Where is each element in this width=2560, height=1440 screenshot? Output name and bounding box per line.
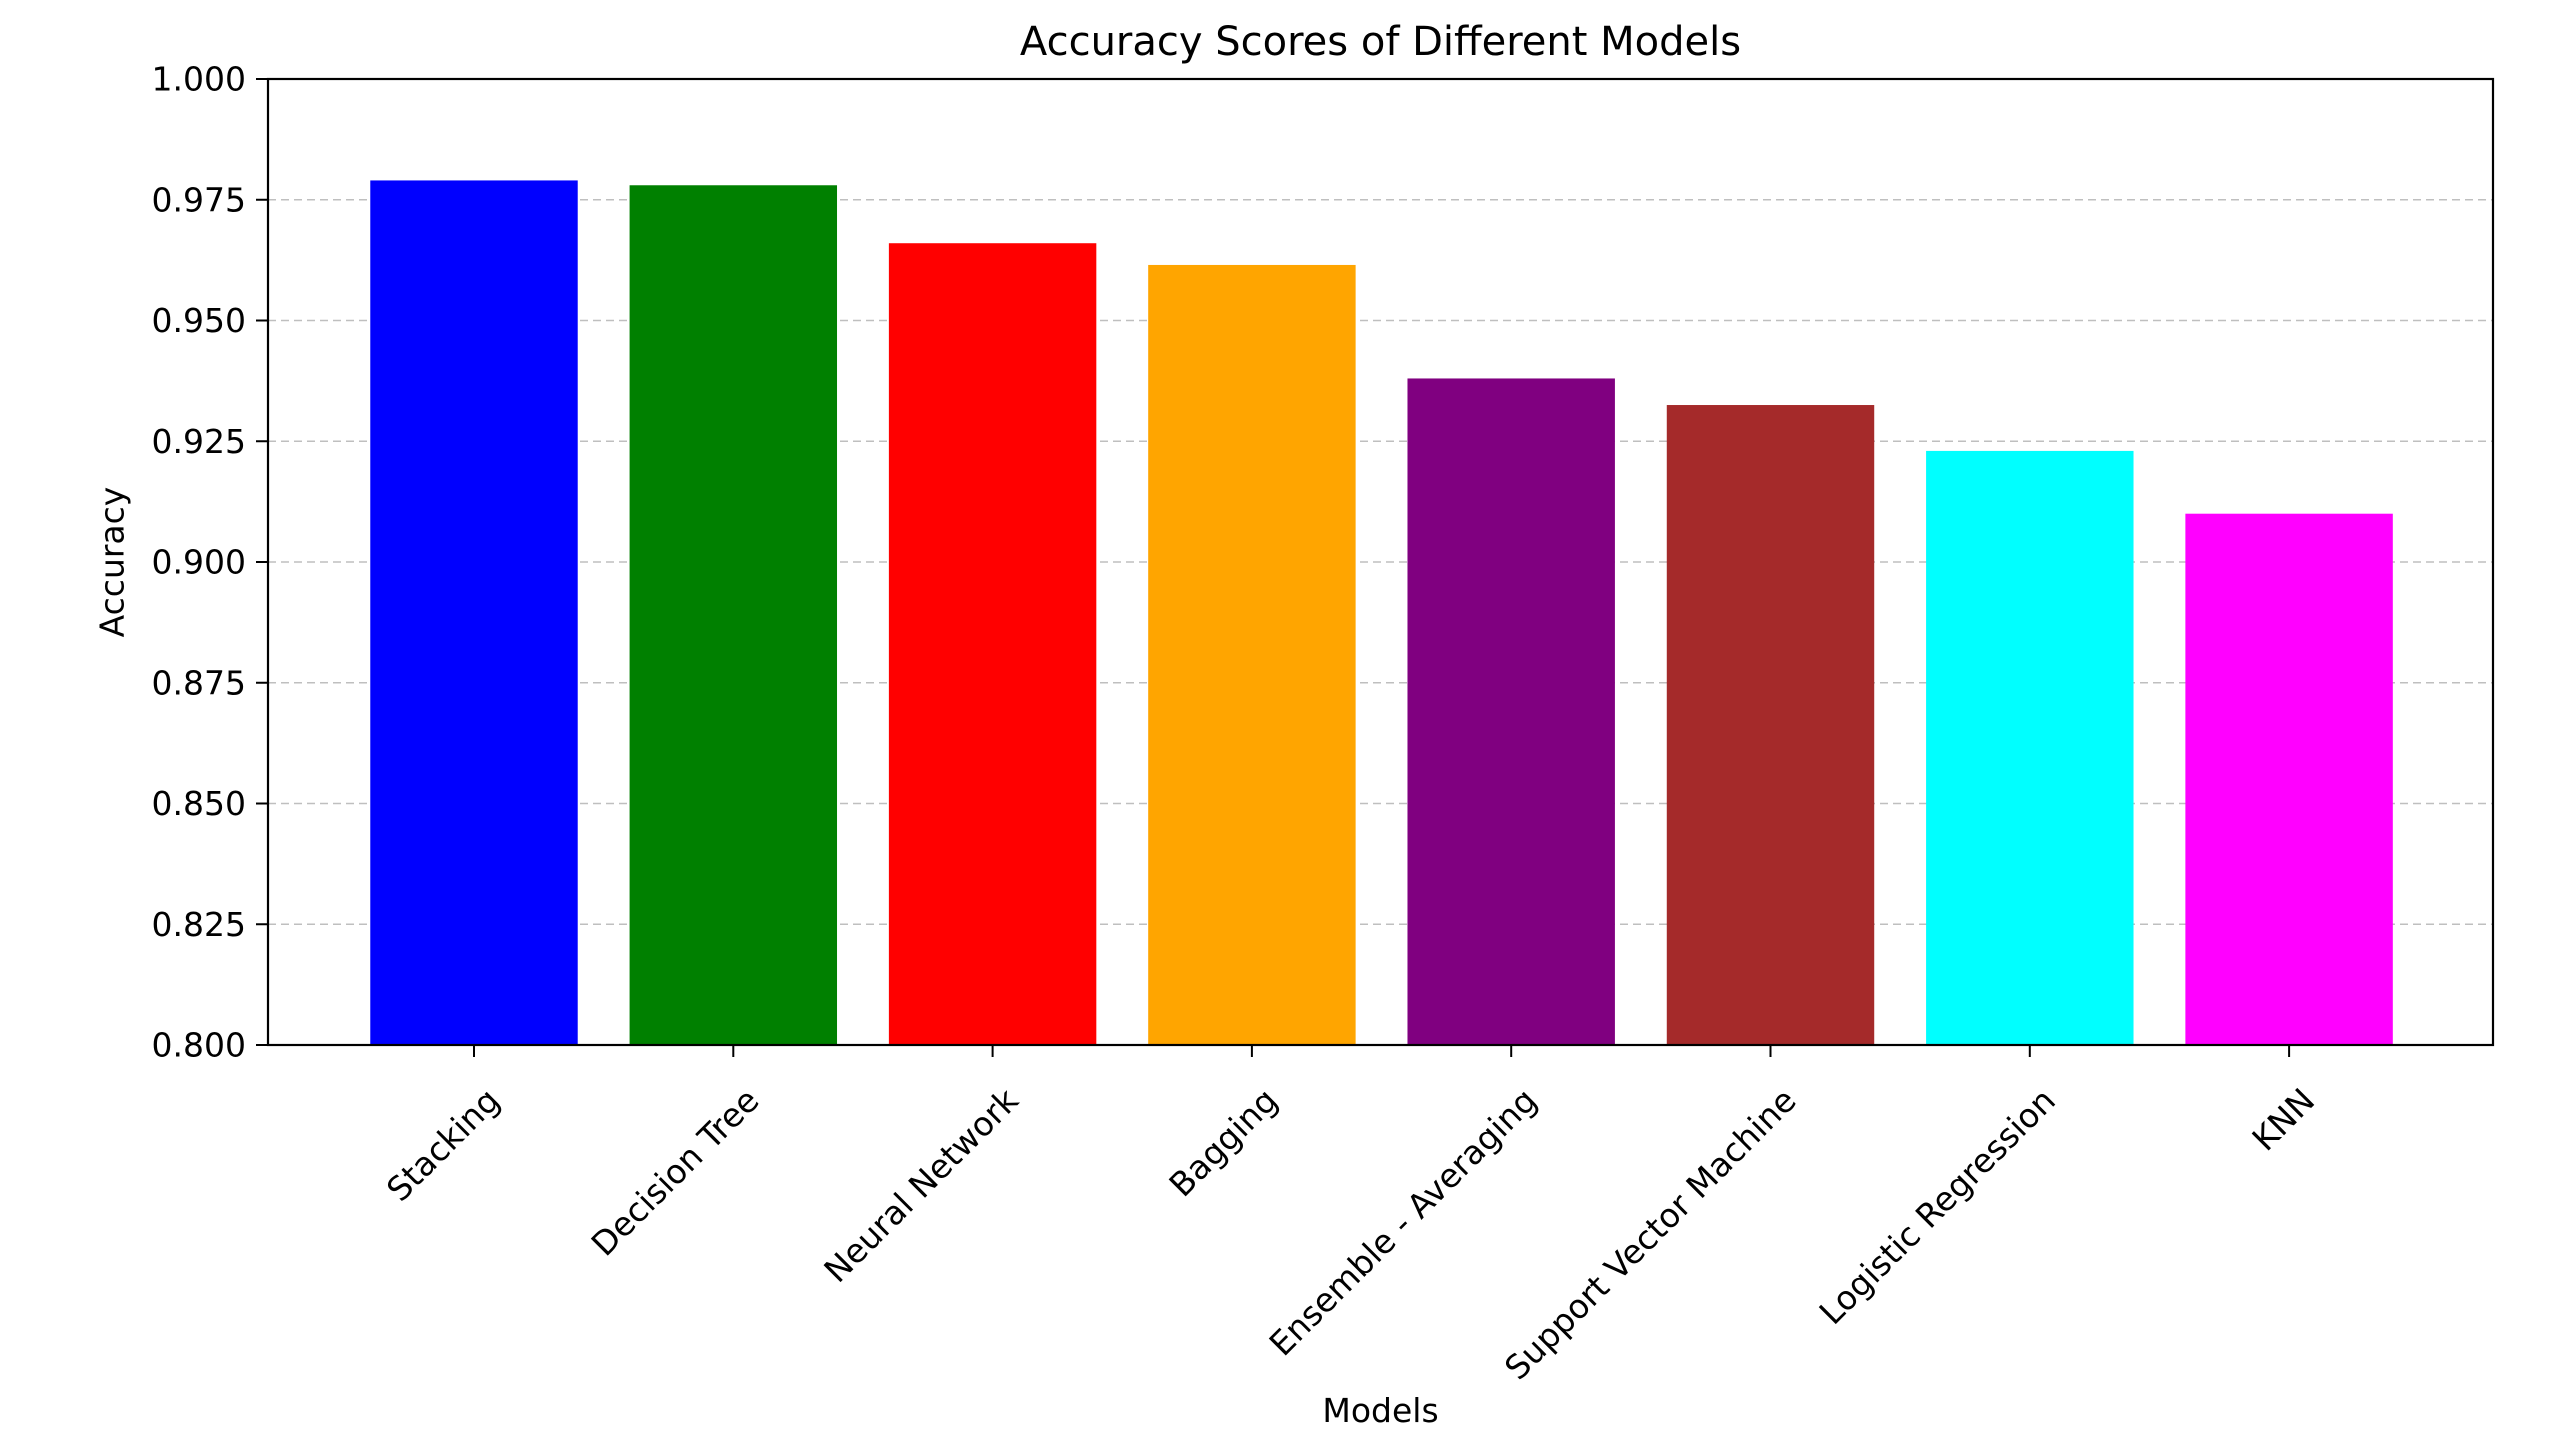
bar-stacking xyxy=(370,180,578,1045)
grid-layer xyxy=(268,78,2493,1046)
y-tick-label: 0.850 xyxy=(152,784,246,823)
x-tick-label: Neural Network xyxy=(816,1080,1026,1290)
y-tick-label: 0.950 xyxy=(152,301,246,340)
x-axis: Stacking Decision Tree Neural Network Baggi… xyxy=(379,1045,2322,1387)
y-tick-label: 0.800 xyxy=(152,1026,246,1065)
y-axis: 0.800 0.825 0.850 0.875 0.900 0.925 0.950 0.975… xyxy=(152,60,268,1065)
y-tick-label: 0.925 xyxy=(152,422,246,461)
x-tick-label: Decision Tree xyxy=(584,1081,767,1264)
bar-knn xyxy=(2185,513,2393,1045)
bar-decision-tree xyxy=(629,185,838,1045)
x-tick-label: Ensemble - Averaging xyxy=(1262,1081,1545,1364)
x-tick-label: Bagging xyxy=(1161,1081,1285,1205)
y-axis-label: Accuracy xyxy=(93,487,132,638)
bar-support-vector-machine xyxy=(1666,405,1875,1045)
bar-layer xyxy=(370,180,2393,1046)
bar-neural-network xyxy=(888,243,1097,1046)
chart-title: Accuracy Scores of Different Models xyxy=(1020,19,1741,65)
x-tick-label: Stacking xyxy=(379,1081,507,1209)
bar-ensemble-averaging xyxy=(1407,378,1615,1046)
x-tick-label: KNN xyxy=(2244,1081,2322,1159)
bar-logistic-regression xyxy=(1926,450,2134,1045)
bar-bagging xyxy=(1148,264,1356,1046)
x-tick-label: Logistic Regression xyxy=(1812,1081,2063,1332)
y-tick-label: 1.000 xyxy=(152,60,246,99)
y-tick-label: 0.875 xyxy=(152,663,246,702)
y-tick-label: 0.975 xyxy=(152,180,246,219)
x-axis-label: Models xyxy=(1322,1391,1438,1430)
y-tick-label: 0.900 xyxy=(152,543,246,582)
x-tick-label: Support Vector Machine xyxy=(1497,1081,1804,1388)
y-tick-label: 0.825 xyxy=(152,905,246,944)
